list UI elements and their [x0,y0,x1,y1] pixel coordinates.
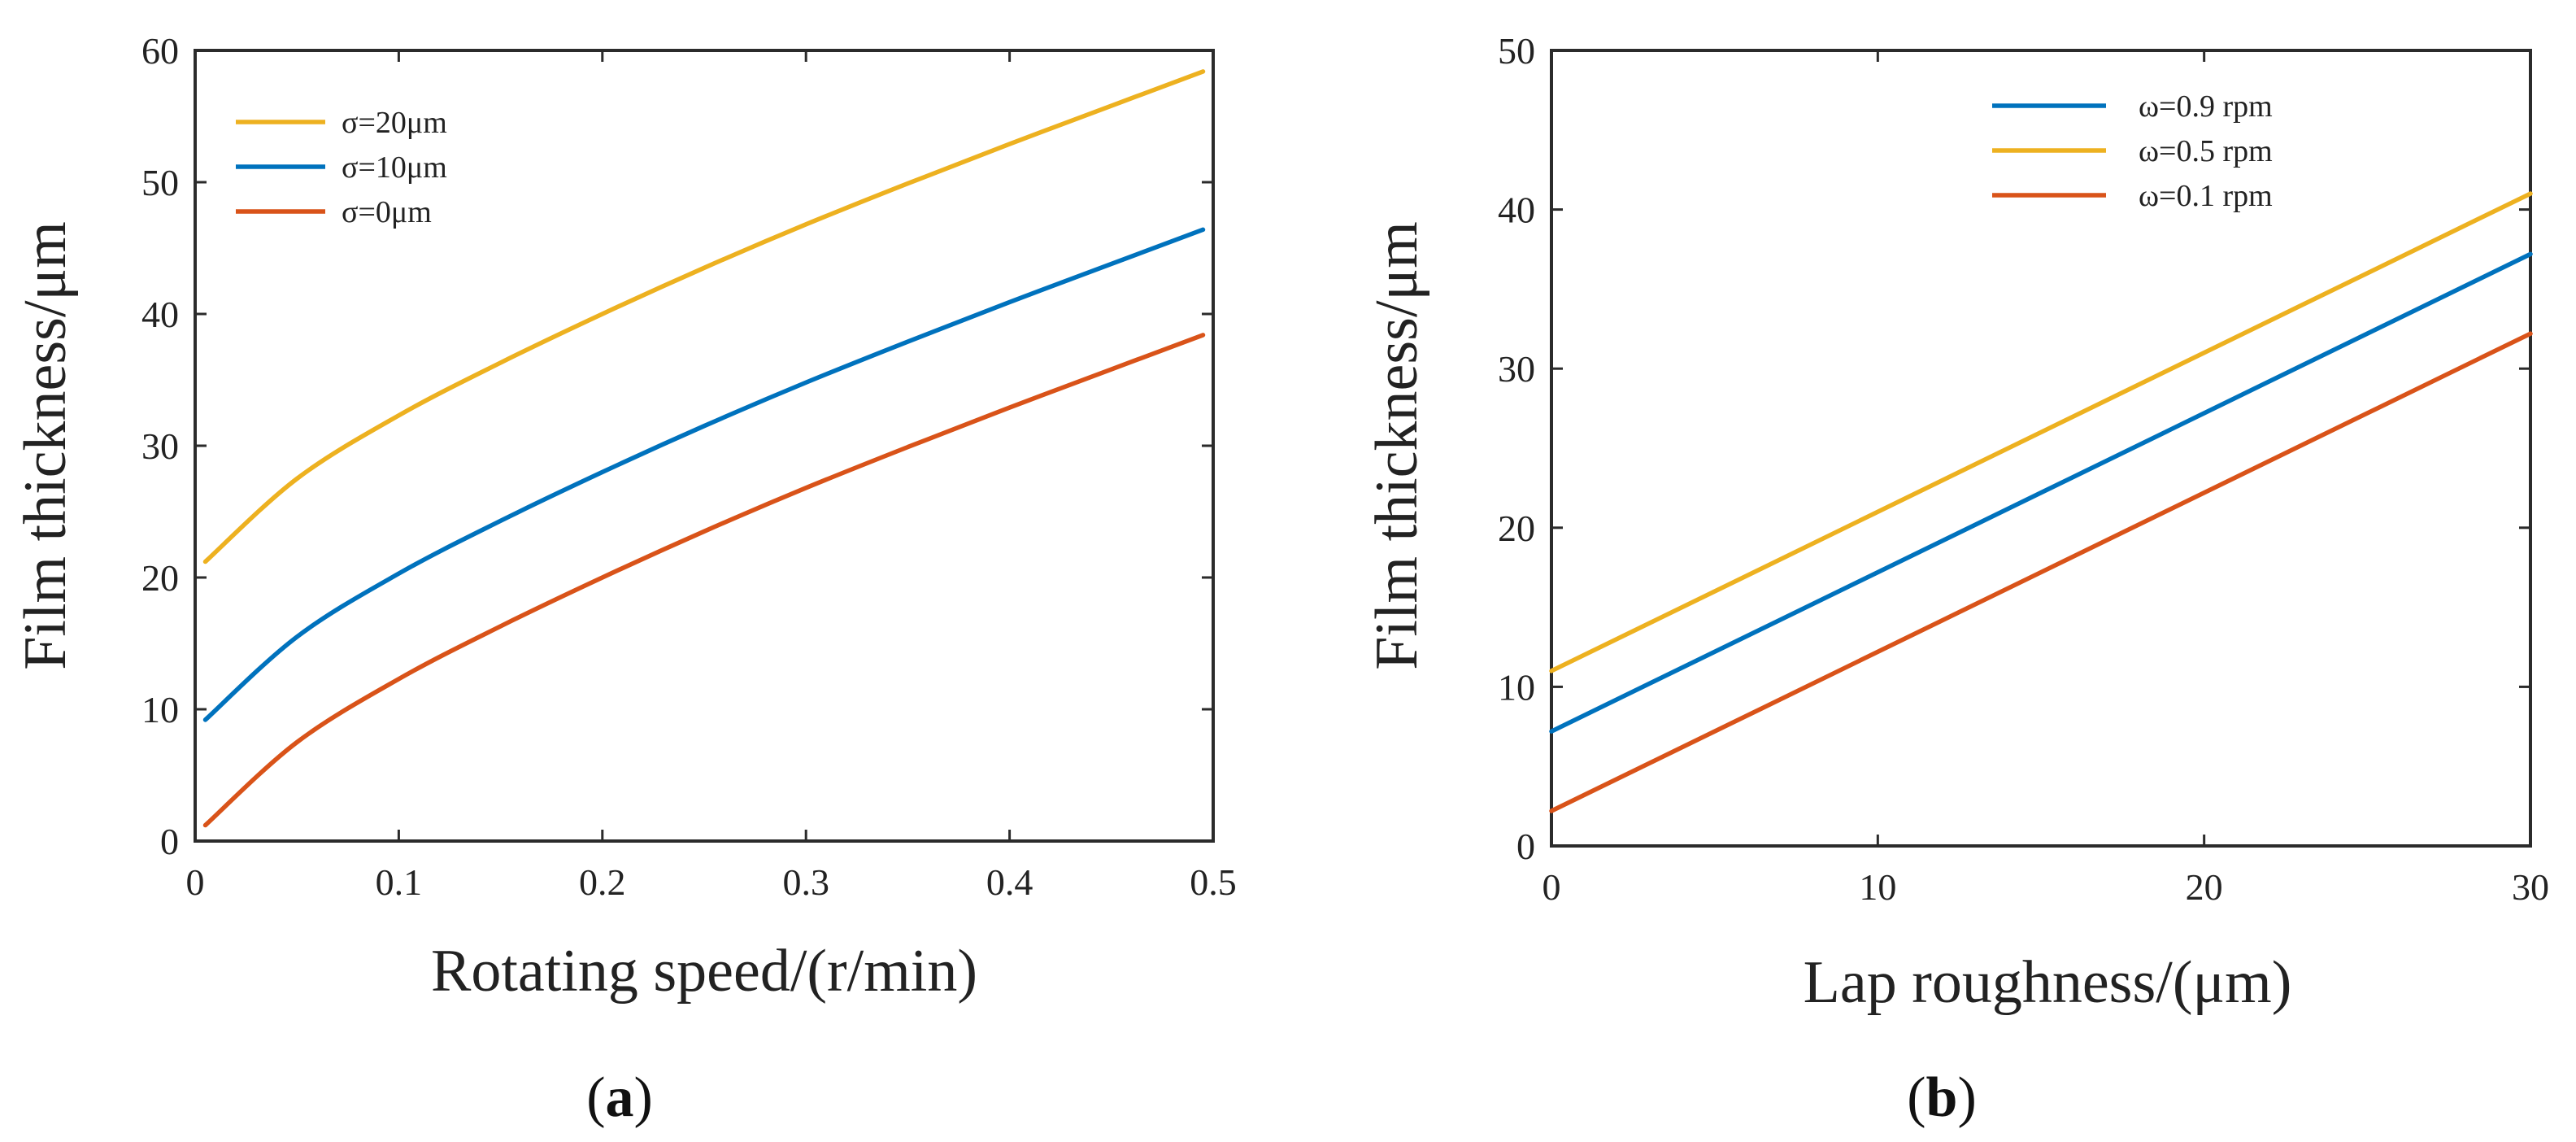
y-tick-label: 0 [160,821,179,862]
panel-a-ticks: 0 0.1 0.2 0.3 0.4 0.5 0 10 20 30 40 50 60 [141,30,1237,903]
legend-label: ω=0.5 rpm [2139,134,2273,168]
x-tick-label: 0.2 [579,861,626,903]
panel-a-x-axis-title: Rotating speed/(r/min) [431,938,977,1005]
panel-b-caption: (b) [1907,1066,1977,1129]
y-tick-label: 0 [1516,826,1535,867]
panel-b-x-axis-title: Lap roughness/(μm) [1804,949,2292,1016]
panel-a-caption-letter: a [606,1066,634,1129]
y-tick-label: 50 [141,162,179,203]
series-line-2 [202,227,1206,722]
panel-b-y-axis-title: Film thickness/μm [1364,221,1430,670]
y-tick-label: 30 [1498,348,1535,390]
y-tick-label: 40 [1498,190,1535,231]
panel-b-ticks: 0 10 20 30 0 10 20 30 40 50 [1498,30,2549,908]
panel-a-legend: σ=20μm σ=10μm σ=0μm [236,106,447,229]
legend-label: σ=10μm [342,150,447,185]
panel-b-caption-letter: b [1926,1066,1958,1129]
series-line-1 [202,69,1206,564]
panel-a-caption: (a) [586,1066,653,1129]
panel-a-series [202,69,1206,828]
x-tick-label: 0.5 [1190,861,1237,903]
panel-b-legend: ω=0.9 rpm ω=0.5 rpm ω=0.1 rpm [1992,89,2273,213]
legend-label: σ=20μm [342,106,447,140]
y-tick-label: 20 [1498,508,1535,549]
series-line-2 [1549,191,2533,673]
x-tick-label: 0 [1543,866,1561,908]
x-tick-label: 0.1 [376,861,423,903]
y-tick-label: 30 [141,425,179,467]
y-tick-label: 60 [141,30,179,72]
y-tick-label: 50 [1498,30,1535,72]
panel-b-plot-frame [1550,49,2532,848]
y-tick-label: 40 [141,294,179,335]
x-tick-label: 0.4 [986,861,1033,903]
legend-label: ω=0.9 rpm [2139,89,2273,124]
series-line-1 [1549,251,2533,734]
legend-label: σ=0μm [342,195,432,229]
legend-label: ω=0.1 rpm [2139,179,2273,213]
x-tick-label: 20 [2186,866,2223,908]
x-tick-label: 0.3 [782,861,829,903]
x-tick-label: 10 [1859,866,1896,908]
series-line-3 [1549,331,2533,813]
x-tick-label: 0 [186,861,205,903]
panel-a: 0 0.1 0.2 0.3 0.4 0.5 0 10 20 30 40 50 60 σ=20μm σ=10… [12,30,1237,1129]
x-tick-label: 30 [2512,866,2549,908]
y-tick-label: 10 [141,689,179,730]
y-tick-label: 20 [141,557,179,599]
panel-a-y-axis-title: Film thickness/μm [12,221,79,670]
series-line-3 [202,333,1206,828]
y-tick-label: 10 [1498,666,1535,708]
panel-b-series [1549,191,2533,813]
